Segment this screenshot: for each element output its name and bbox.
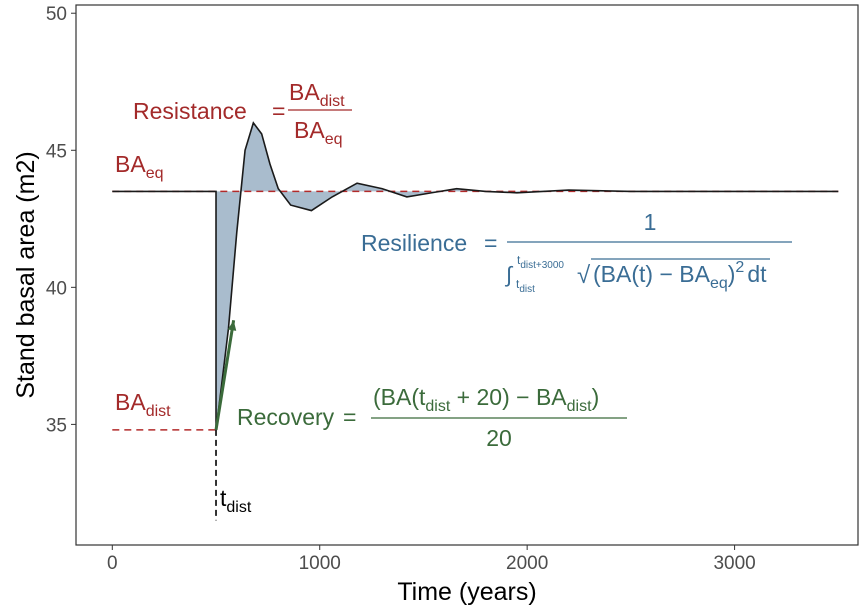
sub: dist xyxy=(425,398,450,415)
t: t xyxy=(517,253,521,267)
x-tick-label: 0 xyxy=(107,553,118,574)
part: ) xyxy=(592,384,600,410)
part: dt xyxy=(747,261,767,287)
numerator: BAdist xyxy=(289,79,345,110)
arrow-head xyxy=(227,320,237,331)
resilience-name: Resilience xyxy=(361,230,467,256)
denominator: 20 xyxy=(486,425,512,451)
x-tick-label: 1000 xyxy=(299,553,341,574)
t-dist-label: tdist xyxy=(220,485,252,516)
equals: = xyxy=(484,230,497,256)
y-tick-label: 35 xyxy=(46,415,67,436)
sup: 2 xyxy=(735,259,744,276)
ba: BA xyxy=(294,117,325,143)
t: t xyxy=(220,485,227,511)
annotations: BAeq BAdist tdist Resistance = BAdist BA… xyxy=(115,79,792,516)
eq-label: BAeq xyxy=(115,151,163,182)
ba: BA xyxy=(115,389,146,415)
sub: dist xyxy=(226,499,251,516)
sub: dist+3000 xyxy=(520,260,564,271)
numerator: (BA(tdist + 20) − BAdist) xyxy=(373,384,599,415)
recovery-name: Recovery xyxy=(237,404,335,430)
sub: eq xyxy=(710,275,728,292)
t: t xyxy=(516,277,520,291)
sub: dist xyxy=(519,284,535,295)
ba: BA xyxy=(289,79,320,105)
sub: dist xyxy=(146,403,171,420)
numerator: 1 xyxy=(644,209,657,235)
denominator: BAeq xyxy=(294,117,342,148)
body: (BA(t) − BAeq)2 dt xyxy=(593,259,767,292)
part: ) xyxy=(728,261,736,287)
sub: dist xyxy=(320,93,345,110)
sub: dist xyxy=(567,398,592,415)
upper-limit: tdist+3000 xyxy=(517,253,564,271)
series-line xyxy=(112,121,839,430)
resistance-name: Resistance xyxy=(133,98,247,124)
lower-limit: tdist xyxy=(516,277,535,295)
x-tick-label: 2000 xyxy=(506,553,548,574)
part: (BA(t xyxy=(373,384,426,410)
equals: = xyxy=(272,98,285,124)
sub: eq xyxy=(325,131,343,148)
y-axis-title: Stand basal area (m2) xyxy=(12,151,40,398)
ba: BA xyxy=(115,151,146,177)
equals: = xyxy=(343,404,356,430)
deviation-area xyxy=(112,122,839,430)
x-axis-title: Time (years) xyxy=(397,578,536,606)
y-tick-label: 40 xyxy=(46,278,67,299)
part: + 20) − BA xyxy=(450,384,567,410)
x-tick-label: 3000 xyxy=(713,553,755,574)
y-tick-label: 45 xyxy=(46,141,67,162)
plot-border xyxy=(75,4,859,546)
integral: ∫ xyxy=(504,262,514,287)
root: √ xyxy=(577,262,591,289)
y-tick-label: 50 xyxy=(46,4,67,25)
sub: eq xyxy=(146,165,164,182)
recovery-arrow xyxy=(214,319,236,431)
dist-label: BAdist xyxy=(115,389,171,420)
part: (BA(t) − BA xyxy=(593,261,711,287)
